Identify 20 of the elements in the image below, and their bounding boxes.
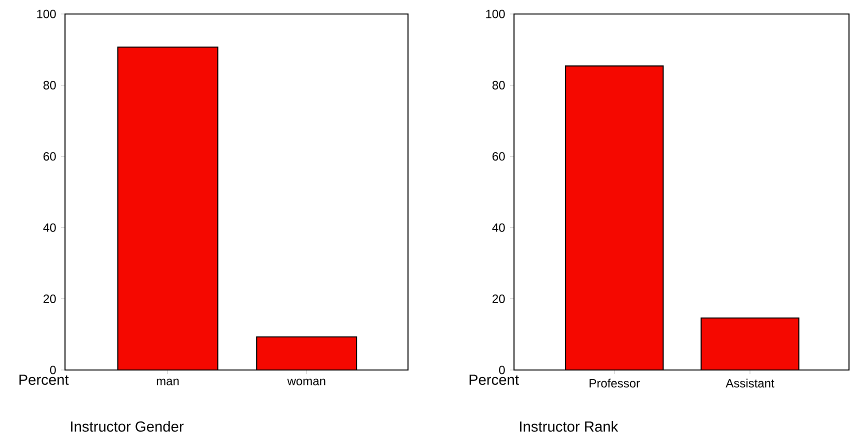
y-tick-label: 0	[50, 366, 56, 374]
y-tick-label: 20	[492, 294, 505, 304]
y-tick-label: 60	[492, 152, 505, 161]
x-tick-label: Assistant	[726, 378, 774, 388]
x-tick-label: woman	[287, 378, 326, 386]
x-axis-title: Instructor Rank	[520, 420, 618, 432]
y-tick-label: 20	[44, 294, 56, 304]
y-tick-label: 40	[492, 223, 505, 232]
y-tick-label: 40	[43, 223, 56, 232]
y-tick-label: 0	[499, 366, 505, 374]
x-tick-label: Professor	[590, 378, 640, 388]
y-tick-label: 100	[486, 10, 505, 18]
x-tick-label: man	[156, 378, 179, 386]
y-tick-label: 100	[37, 10, 56, 18]
y-tick-label: 80	[492, 80, 505, 90]
y-tick-label: 80	[43, 80, 56, 90]
y-axis-title: Percent	[470, 374, 519, 385]
x-axis-title: Instructor Gender	[71, 420, 184, 432]
y-tick-label: 60	[44, 152, 56, 161]
y-axis-title: Percent	[19, 374, 69, 385]
